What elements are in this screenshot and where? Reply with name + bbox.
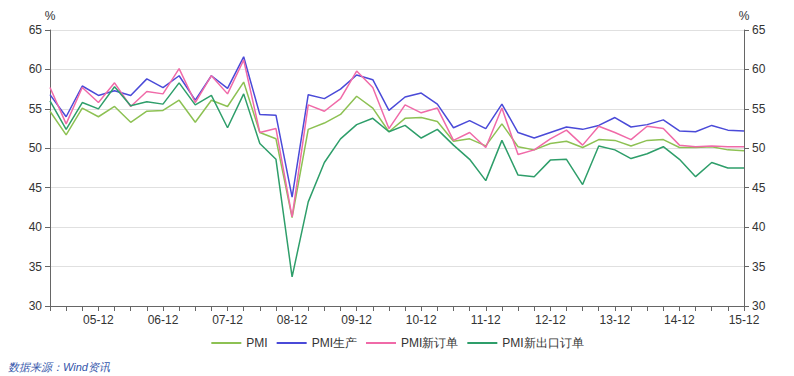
svg-text:13-12: 13-12 (600, 313, 631, 327)
svg-text:45: 45 (29, 181, 43, 195)
svg-text:35: 35 (752, 260, 766, 274)
svg-text:10-12: 10-12 (406, 313, 437, 327)
svg-text:50: 50 (752, 141, 766, 155)
svg-text:55: 55 (29, 102, 43, 116)
svg-text:65: 65 (752, 23, 766, 37)
svg-text:09-12: 09-12 (341, 313, 372, 327)
svg-text:07-12: 07-12 (212, 313, 243, 327)
svg-text:35: 35 (29, 260, 43, 274)
svg-text:14-12: 14-12 (664, 313, 695, 327)
svg-text:05-12: 05-12 (83, 313, 114, 327)
svg-text:40: 40 (29, 220, 43, 234)
svg-text:50: 50 (29, 141, 43, 155)
svg-text:60: 60 (752, 62, 766, 76)
svg-text:08-12: 08-12 (277, 313, 308, 327)
svg-text:60: 60 (29, 62, 43, 76)
svg-text:45: 45 (752, 181, 766, 195)
svg-text:PMI新出口订单: PMI新出口订单 (502, 336, 583, 350)
svg-text:PMI: PMI (246, 336, 267, 350)
svg-text:65: 65 (29, 23, 43, 37)
svg-text:%: % (45, 9, 56, 23)
svg-text:数据来源：Wind资讯: 数据来源：Wind资讯 (8, 361, 111, 373)
svg-text:%: % (739, 9, 750, 23)
svg-text:15-12: 15-12 (729, 313, 760, 327)
svg-text:30: 30 (752, 299, 766, 313)
svg-text:40: 40 (752, 220, 766, 234)
svg-text:12-12: 12-12 (535, 313, 566, 327)
svg-text:06-12: 06-12 (148, 313, 179, 327)
svg-text:11-12: 11-12 (471, 313, 501, 327)
svg-text:PMI生产: PMI生产 (312, 336, 357, 350)
svg-text:55: 55 (752, 102, 766, 116)
svg-text:PMI新订单: PMI新订单 (401, 336, 458, 350)
svg-text:30: 30 (29, 299, 43, 313)
